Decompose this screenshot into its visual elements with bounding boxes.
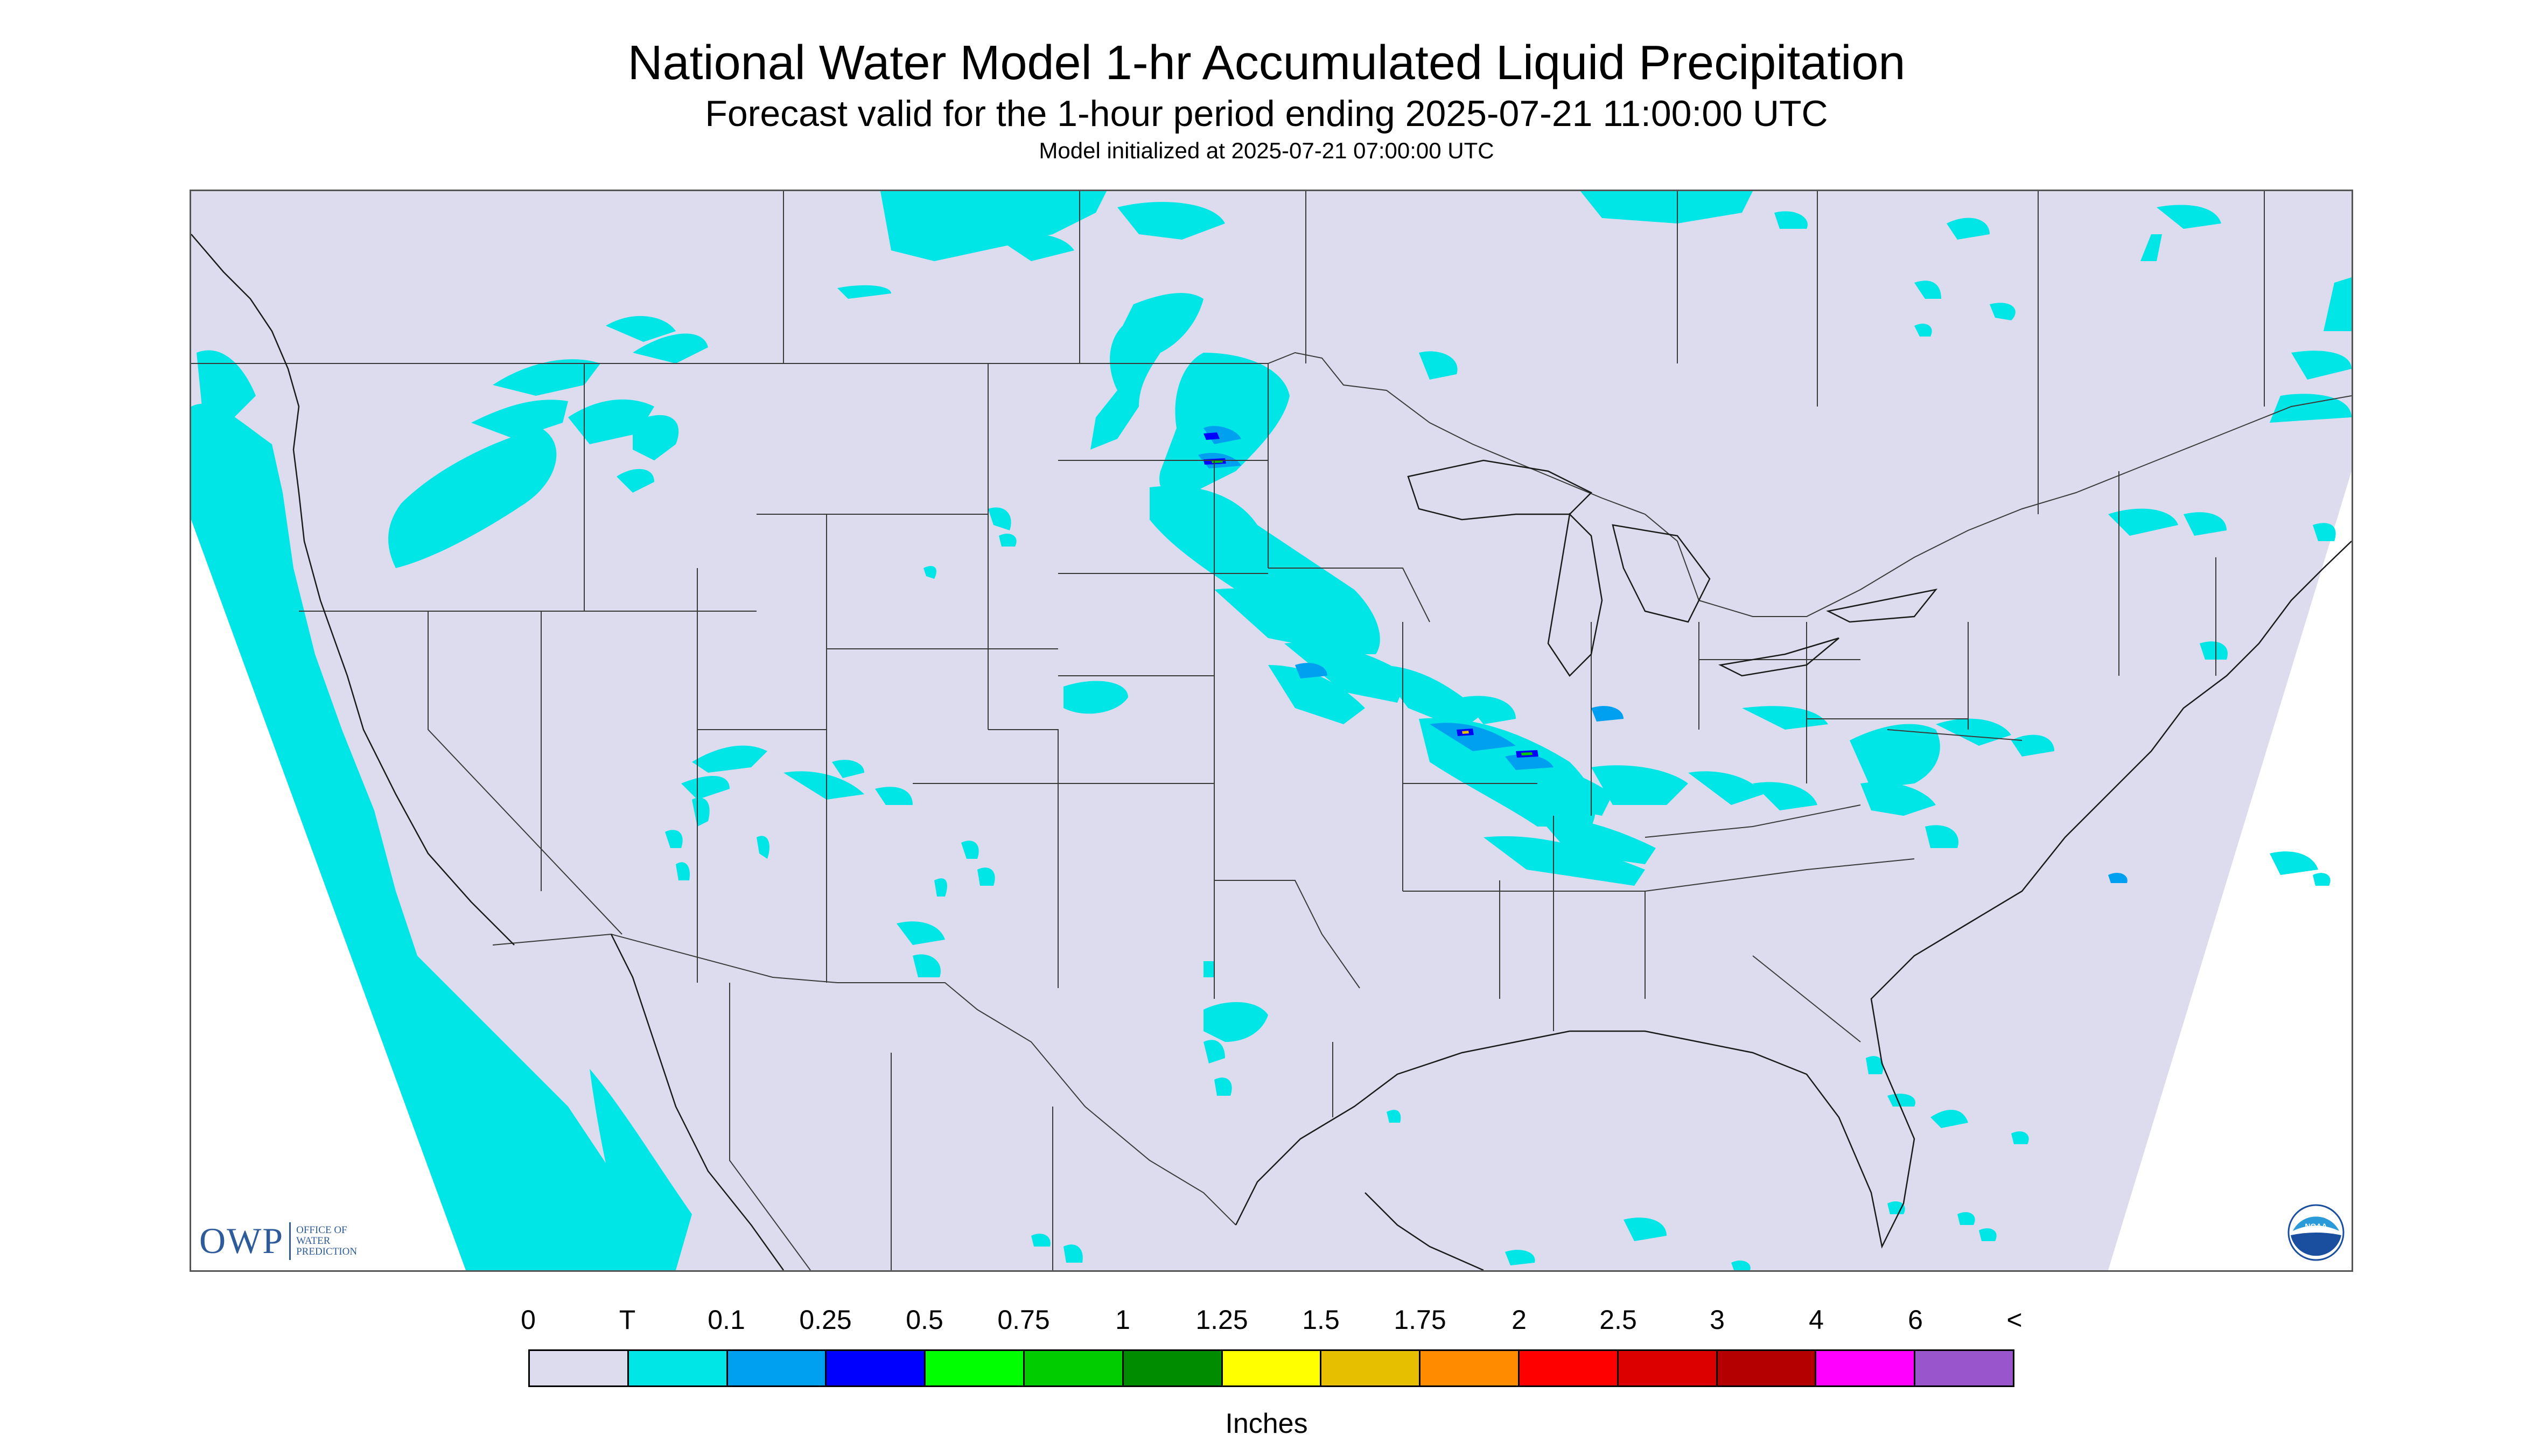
legend-units: Inches — [1225, 1408, 1308, 1439]
legend-swatch — [727, 1351, 827, 1385]
legend-label: 4 — [1809, 1305, 1824, 1335]
noaa-logo-icon: NOAA — [2287, 1204, 2345, 1261]
map-canvas — [191, 191, 2352, 1270]
legend-swatch — [530, 1351, 629, 1385]
legend-label: 1.5 — [1302, 1305, 1340, 1335]
owp-line-3: PREDICTION — [296, 1245, 358, 1257]
legend-swatch — [1717, 1351, 1817, 1385]
legend-swatch — [827, 1351, 926, 1385]
legend-swatch — [1618, 1351, 1718, 1385]
legend-label: 1.75 — [1394, 1305, 1446, 1335]
owp-line-2: WATER — [296, 1235, 331, 1247]
map-subtitle: Forecast valid for the 1-hour period end… — [705, 93, 1828, 134]
precipitation-color-legend — [528, 1349, 2014, 1387]
legend-swatch — [926, 1351, 1025, 1385]
legend-label: 0.5 — [906, 1305, 943, 1335]
owp-logo-text: OWP — [199, 1220, 284, 1261]
legend-label: 3 — [1710, 1305, 1725, 1335]
legend-swatch — [1123, 1351, 1223, 1385]
owp-logo-subtext: OFFICE OF WATER PREDICTION — [296, 1224, 358, 1257]
map-title: National Water Model 1-hr Accumulated Li… — [627, 36, 1906, 90]
legend-label: 6 — [1908, 1305, 1923, 1335]
legend-label: 0.75 — [997, 1305, 1050, 1335]
legend-swatch — [1421, 1351, 1520, 1385]
map-domain — [191, 191, 2352, 1270]
model-init-time: Model initialized at 2025-07-21 07:00:00… — [1039, 138, 1494, 163]
owp-logo-divider — [289, 1222, 291, 1260]
trace-precip-areas — [191, 191, 2352, 1270]
legend-swatch — [628, 1351, 728, 1385]
legend-swatch — [1816, 1351, 1916, 1385]
state-boundaries — [191, 191, 2352, 1270]
legend-label: 0 — [521, 1305, 536, 1335]
coastlines — [191, 234, 2352, 1270]
legend-label: < — [2006, 1305, 2023, 1335]
legend-label: 2.5 — [1599, 1305, 1637, 1335]
legend-swatch — [1321, 1351, 1421, 1385]
legend-label: 0.25 — [799, 1305, 852, 1335]
legend-swatch — [1519, 1351, 1619, 1385]
legend-label: 2 — [1512, 1305, 1527, 1335]
legend-label: T — [619, 1305, 636, 1335]
svg-text:NOAA: NOAA — [2305, 1222, 2327, 1230]
owp-line-1: OFFICE OF — [296, 1224, 347, 1236]
legend-swatch — [1915, 1351, 2013, 1385]
owp-logo: OWP OFFICE OF WATER PREDICTION — [199, 1220, 357, 1262]
legend-label: 1 — [1115, 1305, 1130, 1335]
moderate-precip-cores — [1198, 426, 2128, 883]
legend-label: 0.1 — [708, 1305, 745, 1335]
legend-label: 1.25 — [1195, 1305, 1248, 1335]
legend-swatch — [1024, 1351, 1124, 1385]
precipitation-map[interactable] — [190, 190, 2353, 1272]
legend-swatch — [1222, 1351, 1322, 1385]
